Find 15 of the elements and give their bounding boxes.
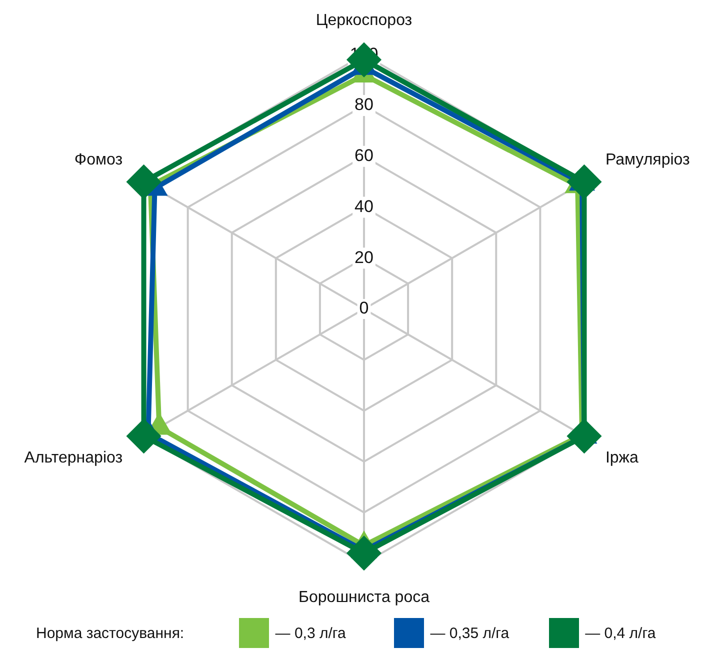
spoke-label: Альтернаріоз (24, 449, 123, 466)
spoke-label: Фомоз (74, 151, 123, 168)
legend-title: Норма застосування: (36, 624, 186, 642)
legend-label: — 0,3 л/га (275, 624, 346, 642)
legend-label: — 0,35 л/га (430, 624, 510, 642)
y-tick-label: 0 (359, 298, 369, 318)
y-tick-label: 40 (354, 196, 374, 216)
y-tick-label: 80 (354, 95, 374, 114)
spoke-label: Іржа (605, 449, 638, 466)
y-tick-label: 20 (354, 248, 374, 267)
y-tick-label: 60 (354, 146, 374, 166)
spoke-label: Рамуляріоз (605, 151, 690, 168)
spoke-label: Церкоспороз (316, 12, 412, 30)
spoke-label: Борошниста роса (298, 588, 430, 606)
legend-label: — 0,4 л/га (585, 624, 656, 642)
